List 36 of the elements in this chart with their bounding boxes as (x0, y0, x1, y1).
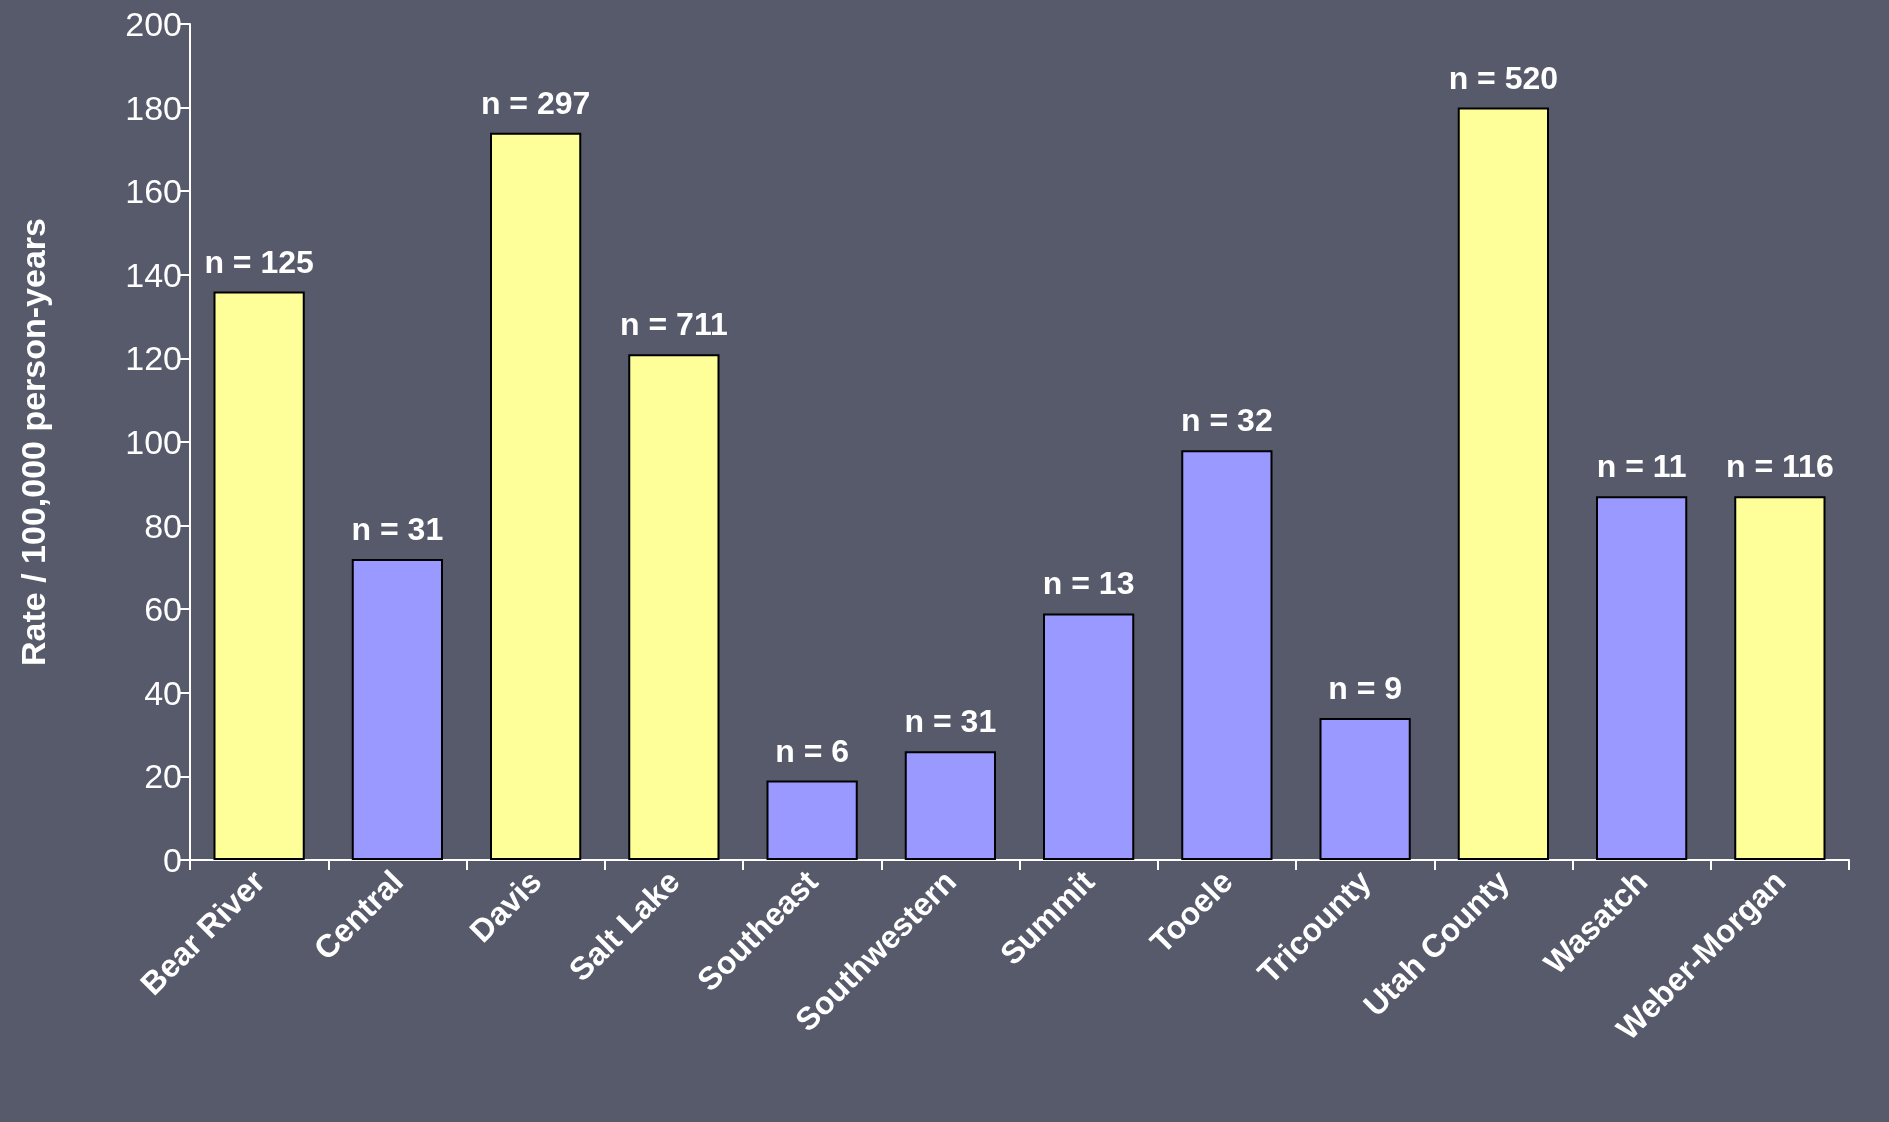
annotation: n = 297 (480, 84, 591, 121)
annotation: n = 13 (1042, 565, 1135, 602)
annotation: n = 711 (620, 306, 728, 343)
y-tick-label: 160 (125, 172, 182, 211)
bar (351, 559, 443, 860)
y-tick-label: 20 (144, 757, 182, 796)
bar (1457, 107, 1549, 860)
annotation: n = 11 (1596, 448, 1687, 485)
bar (904, 751, 996, 860)
annotation: n = 31 (904, 703, 997, 740)
y-tick-label: 180 (125, 88, 182, 127)
annotation: n = 520 (1448, 59, 1559, 96)
bar (490, 132, 582, 860)
y-tick-label: 100 (125, 423, 182, 461)
bar (1319, 717, 1411, 860)
bar (213, 291, 305, 860)
annotation: n = 31 (351, 511, 444, 548)
annotation: n = 116 (1726, 448, 1834, 485)
bar (1043, 613, 1135, 860)
bar (766, 780, 858, 860)
bar (1734, 496, 1826, 860)
bar (1596, 496, 1688, 860)
y-tick-label: 200 (125, 5, 182, 43)
annotation: n = 6 (775, 732, 850, 769)
annotation: n = 125 (204, 243, 314, 280)
y-tick-label: 60 (144, 590, 182, 629)
annotation: n = 9 (1328, 669, 1403, 706)
bar (628, 354, 720, 860)
y-tick-label: 40 (144, 673, 182, 712)
y-tick-label: 140 (125, 255, 182, 294)
bar (1181, 450, 1273, 860)
y-axis-title: Rate / 100,000 person-years (14, 218, 52, 666)
y-tick-label: 0 (163, 841, 182, 879)
y-tick-label: 120 (125, 339, 182, 378)
y-tick-label: 80 (144, 506, 182, 545)
annotation: n = 32 (1181, 402, 1273, 439)
